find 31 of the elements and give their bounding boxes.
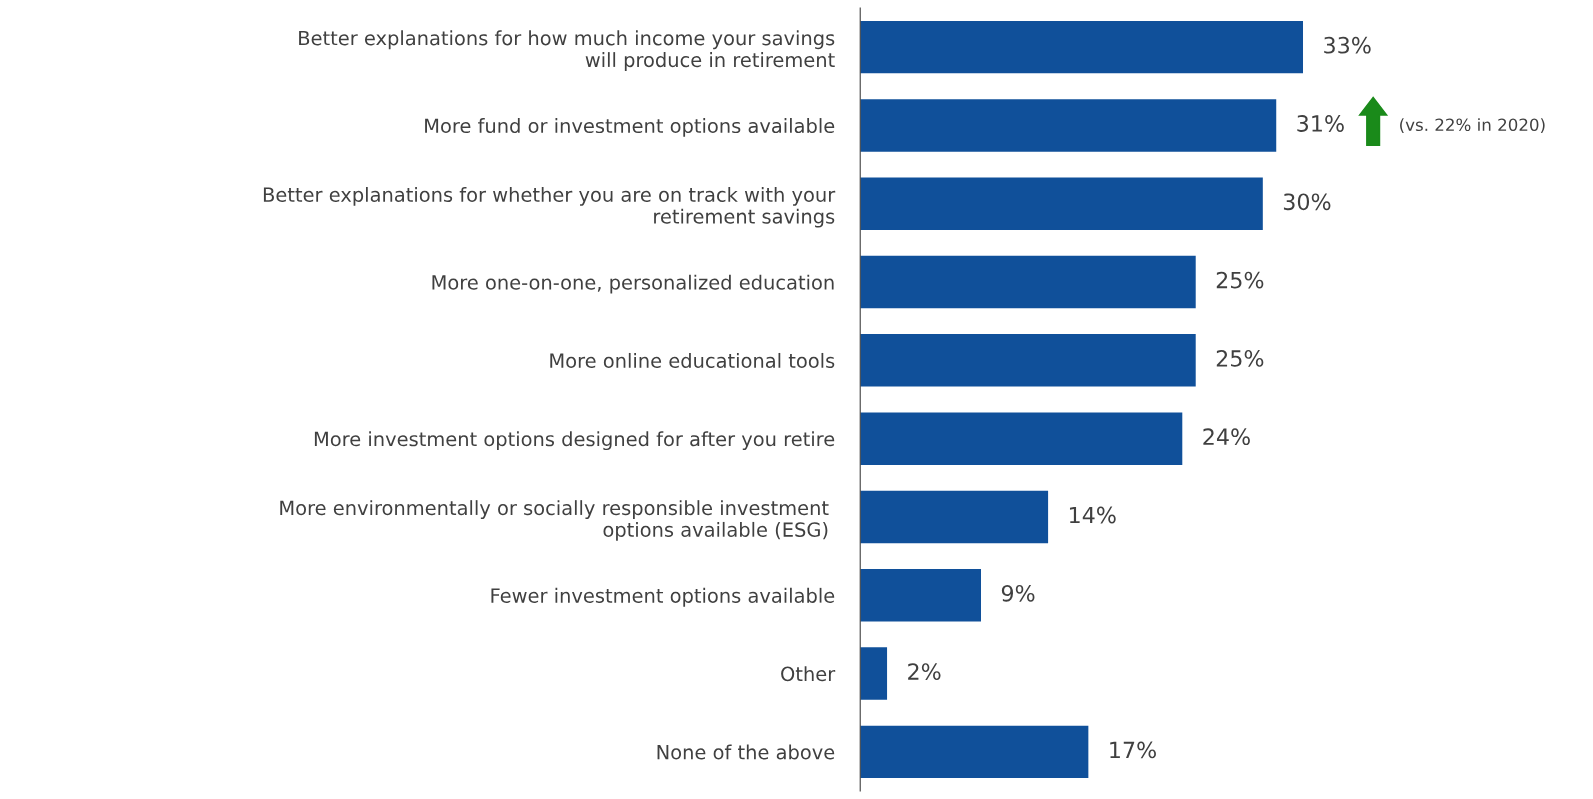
data-label: 14% bbox=[1069, 506, 1116, 524]
bar bbox=[860, 412, 1183, 465]
bar bbox=[860, 255, 1196, 309]
y-tick-label: More investment options designed for after you retire bbox=[314, 431, 835, 451]
y-tick-label: Other bbox=[781, 666, 836, 682]
data-label: 2% bbox=[908, 663, 941, 680]
y-tick-label: More online educational tools bbox=[550, 352, 835, 369]
data-label: 24% bbox=[1203, 428, 1250, 446]
data-label: 33% bbox=[1324, 36, 1371, 54]
data-label: 30% bbox=[1283, 193, 1331, 211]
bar bbox=[860, 334, 1196, 387]
y-tick-label: More one-on-one, personalized education bbox=[432, 274, 834, 294]
y-tick-label: Better explanations for whether you are on track with your retirement savings bbox=[263, 186, 836, 228]
y-tick-label: More fund or investment options available bbox=[425, 118, 835, 137]
y-tick-label: None of the above bbox=[657, 744, 835, 760]
data-label: 25% bbox=[1216, 271, 1264, 289]
y-tick-label: Better explanations for how much income your savings will produce in retirement bbox=[299, 30, 835, 71]
bar bbox=[860, 725, 1089, 779]
data-label: 25% bbox=[1216, 349, 1264, 367]
bar bbox=[860, 490, 1049, 544]
bar bbox=[860, 569, 981, 622]
bar bbox=[860, 99, 1277, 152]
data-label: 17% bbox=[1110, 741, 1156, 759]
text: (vs. 22% in 2020) bbox=[1400, 118, 1545, 134]
bar bbox=[860, 647, 888, 700]
y-tick-label: More environmentally or socially responsible investment options available (ESG) bbox=[280, 500, 829, 541]
bar bbox=[860, 20, 1304, 74]
bar bbox=[860, 177, 1263, 230]
y-tick-label: Fewer investment options available bbox=[491, 587, 835, 607]
data-label: 9% bbox=[1001, 584, 1035, 602]
data-label: 31% bbox=[1297, 115, 1344, 132]
